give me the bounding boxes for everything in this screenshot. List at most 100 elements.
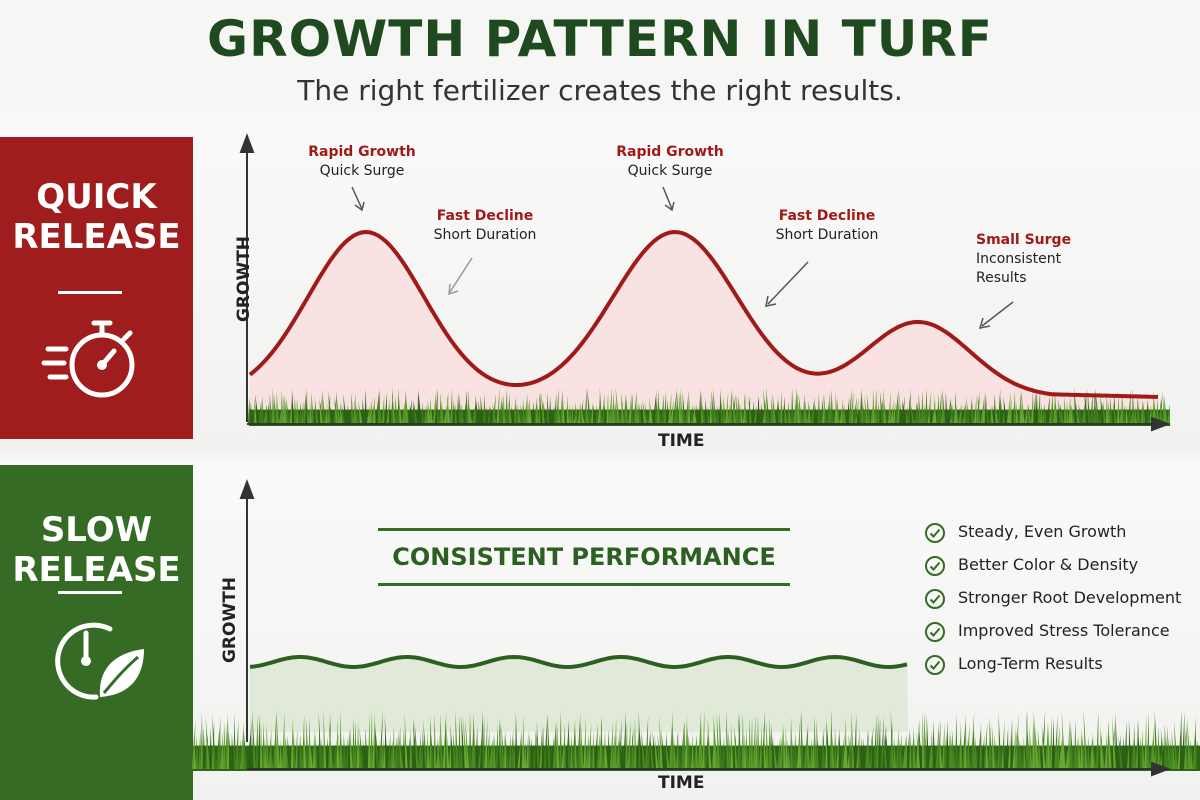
check-circle-icon xyxy=(925,622,945,642)
annotation-rapid-growth-1: Rapid Growth Quick Surge xyxy=(308,144,416,179)
grass-blade xyxy=(498,716,503,769)
grass-blade xyxy=(1134,406,1137,424)
grass-blade xyxy=(1119,399,1123,424)
grass-blade xyxy=(1125,405,1128,424)
grass-blade xyxy=(1050,391,1054,424)
grass-blade xyxy=(798,393,803,424)
grass-blade xyxy=(336,397,341,424)
grass-blade xyxy=(596,732,600,769)
grass-blade xyxy=(741,712,745,769)
grass-blade xyxy=(846,397,850,424)
grass-blade xyxy=(603,730,606,769)
grass-blade xyxy=(1068,394,1071,424)
grass-blade xyxy=(793,397,796,424)
grass-blade xyxy=(1141,399,1144,424)
grass-blade xyxy=(668,391,672,424)
grass-blade xyxy=(1095,391,1100,424)
grass-blade xyxy=(636,735,639,769)
grass-blade xyxy=(902,399,906,424)
grass-blade xyxy=(674,404,677,424)
grass-blade xyxy=(463,714,467,769)
grass-blade xyxy=(399,739,404,769)
slow-release-label: SLOW RELEASE xyxy=(0,510,193,590)
grass-blade xyxy=(839,398,844,424)
y-axis-arrow xyxy=(239,133,255,153)
grass-blade xyxy=(374,722,379,769)
grass-blade xyxy=(432,389,437,424)
grass-blade xyxy=(1107,719,1110,769)
grass-blade xyxy=(860,736,863,769)
grass-blade xyxy=(748,395,752,424)
grass-blade xyxy=(947,399,951,424)
grass-blade xyxy=(882,725,887,769)
grass-blade xyxy=(346,404,350,424)
grass-blade xyxy=(505,388,508,424)
grass-blade xyxy=(525,397,528,424)
grass-blade xyxy=(364,389,367,424)
grass-blade xyxy=(914,401,919,424)
grass-blade xyxy=(855,397,859,424)
grass-blade xyxy=(469,712,472,769)
grass-blade xyxy=(830,389,834,424)
grass-blade xyxy=(1013,391,1016,424)
y-axis-arrow xyxy=(239,479,255,499)
grass-blade xyxy=(1146,712,1149,769)
grass-blade xyxy=(584,389,587,424)
grass-blade xyxy=(757,716,760,769)
grass-blade xyxy=(727,404,730,424)
grass-blade xyxy=(870,405,873,424)
grass-blade xyxy=(475,397,479,424)
grass-blade xyxy=(981,735,985,769)
grass-blade xyxy=(395,396,398,424)
grass-blade xyxy=(684,715,688,769)
grass-blade xyxy=(855,404,860,424)
grass-blade xyxy=(777,734,781,769)
grass-blade xyxy=(324,403,328,424)
grass-blade xyxy=(862,737,866,769)
quick-y-axis-label: GROWTH xyxy=(234,235,254,323)
grass-blade xyxy=(744,393,748,424)
grass-blade xyxy=(348,728,351,769)
grass-blade xyxy=(1046,394,1050,424)
grass-blade xyxy=(866,393,871,424)
grass-blade xyxy=(942,723,945,769)
grass-blade xyxy=(585,406,589,424)
grass-blade xyxy=(209,726,212,769)
grass-blade xyxy=(1142,401,1146,424)
grass-blade xyxy=(409,404,413,424)
grass-blade xyxy=(1076,738,1079,769)
grass-blade xyxy=(504,730,509,769)
grass-blade xyxy=(780,391,783,424)
grass-blade xyxy=(1187,717,1191,769)
grass-blade xyxy=(1024,406,1028,424)
grass-blade xyxy=(530,738,533,769)
grass-blade xyxy=(902,734,907,769)
grass-blade xyxy=(343,394,347,424)
grass-blade xyxy=(255,393,259,424)
quick-release-label-line1: QUICK xyxy=(36,177,157,217)
grass-blade xyxy=(893,736,896,769)
grass-blade xyxy=(404,711,408,769)
grass-blade xyxy=(589,735,593,769)
grass-strip xyxy=(247,387,1170,426)
grass-blade xyxy=(1016,730,1020,769)
grass-blade xyxy=(990,404,994,424)
grass-blade xyxy=(1148,739,1153,769)
grass-blade xyxy=(601,718,604,769)
grass-blade xyxy=(1098,731,1103,769)
grass-blade xyxy=(663,391,667,424)
grass-blade xyxy=(267,402,270,424)
grass-blade xyxy=(676,730,681,769)
grass-blade xyxy=(688,734,692,769)
grass-blade xyxy=(935,720,940,769)
grass-blade xyxy=(995,403,999,424)
grass-blade xyxy=(1047,724,1050,769)
grass-blade xyxy=(665,740,670,769)
grass-blade xyxy=(738,711,742,769)
grass-blade xyxy=(573,406,578,424)
grass-blade xyxy=(602,393,605,424)
grass-blade xyxy=(998,713,1002,769)
grass-blade xyxy=(536,396,539,424)
grass-blade xyxy=(615,388,620,424)
grass-blade xyxy=(575,401,578,424)
